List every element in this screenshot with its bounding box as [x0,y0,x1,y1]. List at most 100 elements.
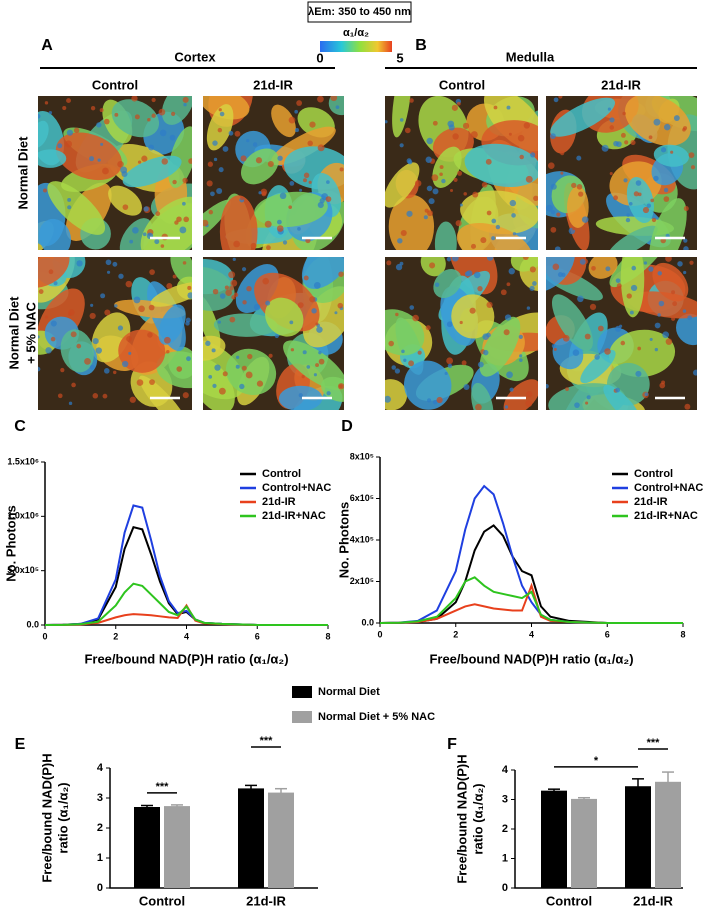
nucleus [417,350,422,355]
nucleus [522,257,529,260]
nucleus [518,334,523,340]
micrograph [38,96,192,250]
nucleus [89,156,95,162]
nucleus [174,220,179,225]
nucleus [553,347,557,351]
nucleus [240,196,244,201]
nucleus [526,390,533,398]
nucleus [508,132,512,136]
nucleus [469,307,476,314]
nucleus [594,354,600,360]
nucleus [136,379,144,386]
nucleus [149,379,155,386]
nucleus [50,320,57,327]
nucleus [212,288,219,295]
tubule [283,340,344,391]
nucleus [302,350,307,355]
nucleus [288,116,296,124]
nucleus [38,289,44,294]
nucleus [70,331,77,338]
tubule [392,96,412,138]
nucleus [48,110,53,115]
nucleus [84,358,91,365]
x-tick-label: 4 [184,631,189,641]
nucleus [97,158,101,162]
nucleus [308,180,312,184]
nucleus [687,315,693,321]
nucleus [213,157,218,162]
colorbar-min: 0 [316,50,323,65]
micrograph [38,257,192,410]
comparison-label: *** [647,737,661,749]
nucleus [565,387,569,392]
x-axis-label: Free/bound NAD(P)H ratio (α₁/α₂) [429,651,633,666]
nucleus [339,167,344,172]
nucleus [92,393,99,399]
nucleus [509,387,514,392]
nucleus [690,165,696,170]
nucleus [615,278,621,283]
nucleus [240,155,247,162]
nucleus [607,107,611,111]
nucleus [68,309,75,316]
nucleus [635,180,642,186]
nucleus [586,395,591,400]
nucleus [62,105,67,111]
y-tick-label: 2x10⁵ [350,576,374,586]
nucleus [303,275,309,281]
nucleus [485,158,492,165]
nucleus [260,188,268,196]
nucleus [441,178,446,184]
nucleus [230,279,238,287]
y-tick-label: 4 [97,762,104,774]
nucleus [457,170,463,176]
nucleus [491,236,496,241]
nucleus [92,337,99,345]
nucleus [451,257,459,262]
nucleus [137,160,142,164]
tubule [139,375,190,410]
nucleus [635,370,642,377]
nucleus [138,305,145,313]
nucleus [277,155,283,161]
nucleus [426,185,433,192]
nucleus [665,257,672,262]
nucleus [148,144,155,151]
nucleus [684,403,691,410]
nucleus [616,283,622,289]
nucleus [299,188,303,192]
nucleus [148,304,155,311]
nucleus [613,140,619,147]
nucleus [134,114,140,120]
tubule [170,257,192,284]
x-tick-label: 0 [42,631,47,641]
nucleus [657,271,662,276]
x-tick-label: 6 [255,631,260,641]
nucleus [289,181,295,186]
nucleus [628,202,633,206]
column-label: 21d-IR [253,77,293,92]
nucleus [297,302,304,308]
x-tick-label: Control [546,893,592,908]
nucleus [122,204,129,210]
nucleus [553,97,559,103]
nucleus [453,177,458,182]
y-tick-label: 4 [502,764,509,776]
nucleus [399,143,404,148]
nucleus [517,134,525,142]
x-tick-label: 6 [605,629,610,639]
nucleus [113,370,117,375]
nucleus [620,340,626,346]
nucleus [313,281,321,289]
nucleus [67,205,72,210]
nucleus [318,358,325,365]
nucleus [661,380,666,385]
x-tick-label: 21d-IR [633,893,673,908]
nucleus [311,308,317,314]
tubule [271,104,296,138]
bar [268,792,294,888]
nucleus [475,403,482,410]
nucleus [252,142,258,147]
nucleus [472,191,479,198]
nucleus [264,220,272,228]
